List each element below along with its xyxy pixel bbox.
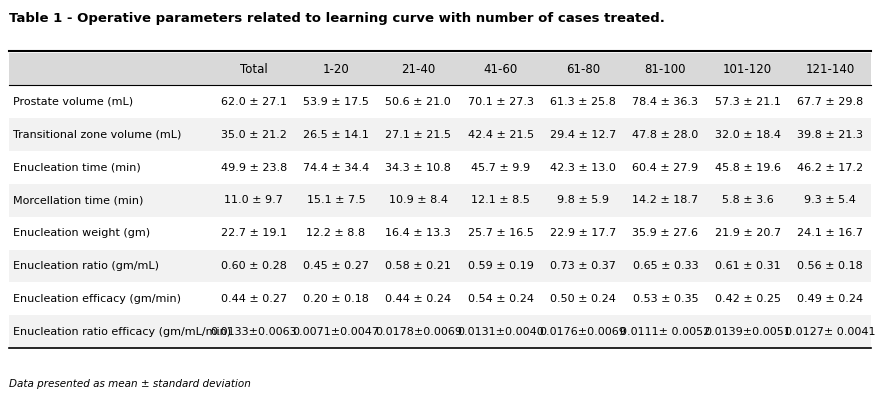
FancyBboxPatch shape [9,118,871,151]
Text: 0.0127± 0.0041: 0.0127± 0.0041 [785,327,876,337]
Text: 32.0 ± 18.4: 32.0 ± 18.4 [715,130,781,140]
Text: Enucleation time (min): Enucleation time (min) [13,162,141,173]
Text: Transitional zone volume (mL): Transitional zone volume (mL) [13,130,181,140]
Text: 42.4 ± 21.5: 42.4 ± 21.5 [467,130,534,140]
Text: 0.42 ± 0.25: 0.42 ± 0.25 [715,294,781,304]
Text: Prostate volume (mL): Prostate volume (mL) [13,97,134,107]
Text: 25.7 ± 16.5: 25.7 ± 16.5 [468,228,533,238]
Text: 0.73 ± 0.37: 0.73 ± 0.37 [550,261,616,271]
Text: 0.44 ± 0.24: 0.44 ± 0.24 [385,294,451,304]
Text: 121-140: 121-140 [805,62,854,76]
Text: 9.3 ± 5.4: 9.3 ± 5.4 [804,195,856,205]
Text: 101-120: 101-120 [723,62,773,76]
Text: 0.56 ± 0.18: 0.56 ± 0.18 [797,261,863,271]
Text: 21.9 ± 20.7: 21.9 ± 20.7 [715,228,781,238]
Text: 45.7 ± 9.9: 45.7 ± 9.9 [471,162,531,173]
Text: 22.7 ± 19.1: 22.7 ± 19.1 [221,228,287,238]
FancyBboxPatch shape [9,315,871,348]
Text: 41-60: 41-60 [483,62,517,76]
Text: 0.0071±0.0047: 0.0071±0.0047 [292,327,379,337]
Text: 5.8 ± 3.6: 5.8 ± 3.6 [722,195,774,205]
Text: Enucleation weight (gm): Enucleation weight (gm) [13,228,150,238]
Text: 0.54 ± 0.24: 0.54 ± 0.24 [467,294,533,304]
Text: 47.8 ± 28.0: 47.8 ± 28.0 [632,130,699,140]
Text: 0.44 ± 0.27: 0.44 ± 0.27 [221,294,287,304]
Text: 46.2 ± 17.2: 46.2 ± 17.2 [797,162,863,173]
Text: 0.0131±0.0040: 0.0131±0.0040 [458,327,544,337]
Text: 60.4 ± 27.9: 60.4 ± 27.9 [633,162,699,173]
Text: 0.0111± 0.0052: 0.0111± 0.0052 [620,327,710,337]
Text: 11.0 ± 9.7: 11.0 ± 9.7 [224,195,283,205]
Text: 24.1 ± 16.7: 24.1 ± 16.7 [797,228,863,238]
Text: 0.0139±0.0051: 0.0139±0.0051 [704,327,791,337]
Text: 21-40: 21-40 [401,62,436,76]
Text: 0.59 ± 0.19: 0.59 ± 0.19 [468,261,533,271]
Text: 0.45 ± 0.27: 0.45 ± 0.27 [303,261,369,271]
FancyBboxPatch shape [9,151,871,184]
Text: 0.0133±0.0063: 0.0133±0.0063 [210,327,297,337]
Text: 35.0 ± 21.2: 35.0 ± 21.2 [221,130,287,140]
Text: 57.3 ± 21.1: 57.3 ± 21.1 [715,97,781,107]
Text: 0.60 ± 0.28: 0.60 ± 0.28 [221,261,287,271]
Text: 39.8 ± 21.3: 39.8 ± 21.3 [797,130,863,140]
Text: Enucleation ratio efficacy (gm/mL/min): Enucleation ratio efficacy (gm/mL/min) [13,327,231,337]
Text: 16.4 ± 13.3: 16.4 ± 13.3 [385,228,451,238]
Text: 62.0 ± 27.1: 62.0 ± 27.1 [221,97,287,107]
Text: 0.0178±0.0069: 0.0178±0.0069 [375,327,462,337]
Text: 45.8 ± 19.6: 45.8 ± 19.6 [715,162,781,173]
Text: Total: Total [239,62,268,76]
Text: 67.7 ± 29.8: 67.7 ± 29.8 [797,97,863,107]
Text: 9.8 ± 5.9: 9.8 ± 5.9 [557,195,609,205]
Text: 34.3 ± 10.8: 34.3 ± 10.8 [385,162,451,173]
FancyBboxPatch shape [9,53,871,85]
Text: 12.1 ± 8.5: 12.1 ± 8.5 [471,195,530,205]
Text: 49.9 ± 23.8: 49.9 ± 23.8 [221,162,287,173]
Text: Enucleation ratio (gm/mL): Enucleation ratio (gm/mL) [13,261,159,271]
Text: 42.3 ± 13.0: 42.3 ± 13.0 [550,162,616,173]
Text: 53.9 ± 17.5: 53.9 ± 17.5 [303,97,369,107]
Text: 0.0176±0.0069: 0.0176±0.0069 [539,327,627,337]
Text: 70.1 ± 27.3: 70.1 ± 27.3 [467,97,533,107]
Text: 0.20 ± 0.18: 0.20 ± 0.18 [303,294,369,304]
Text: Morcellation time (min): Morcellation time (min) [13,195,143,205]
Text: 78.4 ± 36.3: 78.4 ± 36.3 [633,97,699,107]
Text: 0.50 ± 0.24: 0.50 ± 0.24 [550,294,616,304]
Text: 81-100: 81-100 [645,62,686,76]
Text: 61-80: 61-80 [566,62,600,76]
Text: 74.4 ± 34.4: 74.4 ± 34.4 [303,162,369,173]
Text: 61.3 ± 25.8: 61.3 ± 25.8 [550,97,616,107]
Text: 0.49 ± 0.24: 0.49 ± 0.24 [797,294,863,304]
FancyBboxPatch shape [9,282,871,315]
Text: 27.1 ± 21.5: 27.1 ± 21.5 [385,130,451,140]
FancyBboxPatch shape [9,217,871,249]
Text: Enucleation efficacy (gm/min): Enucleation efficacy (gm/min) [13,294,181,304]
Text: 0.61 ± 0.31: 0.61 ± 0.31 [715,261,781,271]
Text: 0.65 ± 0.33: 0.65 ± 0.33 [633,261,698,271]
Text: Data presented as mean ± standard deviation: Data presented as mean ± standard deviat… [9,379,251,389]
Text: 14.2 ± 18.7: 14.2 ± 18.7 [633,195,699,205]
Text: 26.5 ± 14.1: 26.5 ± 14.1 [303,130,369,140]
Text: 0.58 ± 0.21: 0.58 ± 0.21 [385,261,451,271]
FancyBboxPatch shape [9,85,871,118]
Text: Table 1 - Operative parameters related to learning curve with number of cases tr: Table 1 - Operative parameters related t… [9,12,664,25]
FancyBboxPatch shape [9,184,871,217]
Text: 29.4 ± 12.7: 29.4 ± 12.7 [550,130,616,140]
Text: 12.2 ± 8.8: 12.2 ± 8.8 [306,228,365,238]
Text: 35.9 ± 27.6: 35.9 ± 27.6 [633,228,699,238]
FancyBboxPatch shape [9,249,871,282]
Text: 50.6 ± 21.0: 50.6 ± 21.0 [385,97,451,107]
Text: 15.1 ± 7.5: 15.1 ± 7.5 [306,195,365,205]
Text: 1-20: 1-20 [323,62,349,76]
Text: 22.9 ± 17.7: 22.9 ± 17.7 [550,228,616,238]
Text: 10.9 ± 8.4: 10.9 ± 8.4 [389,195,448,205]
Text: 0.53 ± 0.35: 0.53 ± 0.35 [633,294,698,304]
